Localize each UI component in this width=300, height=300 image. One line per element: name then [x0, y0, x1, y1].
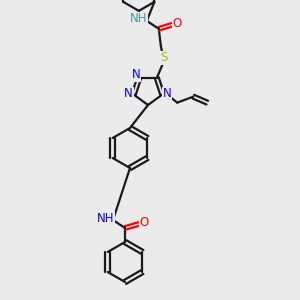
- Text: N: N: [124, 87, 133, 100]
- Text: NH: NH: [130, 12, 148, 26]
- Text: N: N: [132, 68, 141, 81]
- Text: NH: NH: [97, 212, 115, 224]
- Text: O: O: [172, 17, 182, 30]
- Text: N: N: [163, 87, 172, 100]
- Text: O: O: [140, 217, 148, 230]
- Text: S: S: [160, 51, 167, 64]
